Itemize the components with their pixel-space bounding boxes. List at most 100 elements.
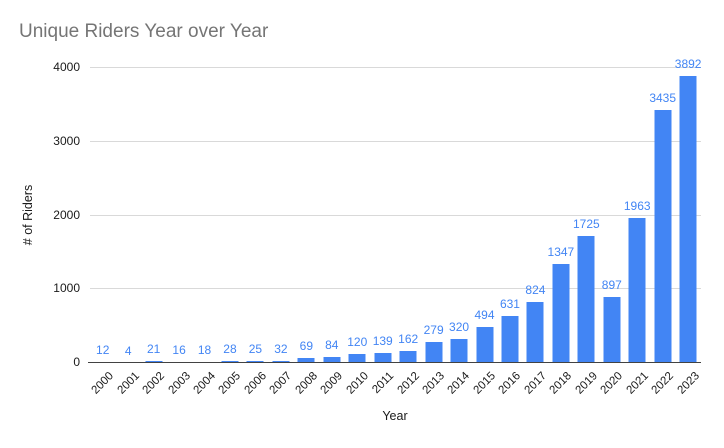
bar-value-label: 320 xyxy=(449,320,470,335)
bar-slot: 139 2011 xyxy=(370,68,396,396)
bar-value-label: 21 xyxy=(146,342,161,357)
bar-slot: 320 2014 xyxy=(446,68,473,397)
x-tick-label: 2009 xyxy=(318,370,346,397)
bar xyxy=(577,235,595,363)
bar-slot: 84 2009 xyxy=(319,68,346,396)
x-tick-label: 2022 xyxy=(649,370,677,397)
bar xyxy=(399,351,417,363)
bar xyxy=(679,75,697,363)
gridline xyxy=(90,140,701,142)
x-tick-label: 2018 xyxy=(547,370,575,397)
bar-value-label: 84 xyxy=(325,337,339,352)
bar-value-label: 279 xyxy=(423,323,444,338)
bar-slot: 12 2000 xyxy=(90,68,117,397)
bar-value-label: 1963 xyxy=(623,199,651,214)
x-tick-label: 2020 xyxy=(598,370,626,397)
bar-value-label: 824 xyxy=(525,283,546,298)
bar-slot: 824 2017 xyxy=(522,68,549,397)
x-tick-label: 2016 xyxy=(496,370,524,397)
bar xyxy=(450,339,468,363)
bar xyxy=(552,263,570,363)
bar-value-label: 12 xyxy=(96,343,110,358)
bar-slot: 69 2008 xyxy=(293,68,320,396)
bar-value-label: 3892 xyxy=(674,56,702,71)
x-tick-label: 2013 xyxy=(420,370,448,397)
bar-value-label: 120 xyxy=(347,335,368,350)
bar-slot: 3892 2023 xyxy=(675,57,702,396)
bar xyxy=(425,342,443,363)
x-tick-label: 2011 xyxy=(370,370,397,396)
x-axis-baseline xyxy=(88,362,701,363)
bar-value-label: 16 xyxy=(172,342,186,357)
x-tick-label: 2012 xyxy=(395,370,422,397)
bar-slot: 279 2013 xyxy=(421,68,448,397)
x-tick-label: 2019 xyxy=(573,370,600,397)
x-tick-label: 2003 xyxy=(165,370,193,397)
bar-value-label: 4 xyxy=(124,343,132,358)
bar-value-label: 1725 xyxy=(572,216,600,231)
bar-slot: 897 2020 xyxy=(599,68,626,396)
bar xyxy=(628,218,646,363)
bar-slot: 1963 2021 xyxy=(623,68,651,397)
bar xyxy=(272,360,290,363)
bar-value-label: 631 xyxy=(499,297,520,312)
bar-value-label: 32 xyxy=(274,341,288,356)
bar-value-label: 69 xyxy=(299,338,314,353)
bar-slot: 4 2001 xyxy=(115,68,142,396)
bar xyxy=(526,302,544,363)
gridline xyxy=(90,214,701,216)
bar-value-label: 162 xyxy=(398,332,419,347)
bar xyxy=(374,352,392,363)
bar xyxy=(323,356,341,363)
bar xyxy=(654,109,672,363)
x-tick-label: 2010 xyxy=(344,370,371,397)
y-tick-label: 0 xyxy=(73,355,80,369)
bar xyxy=(297,357,315,363)
x-tick-label: 2015 xyxy=(471,370,499,397)
x-tick-label: 2008 xyxy=(293,370,320,397)
bar-slot: 28 2005 xyxy=(217,68,244,396)
bar-value-label: 25 xyxy=(248,342,263,357)
bar xyxy=(501,316,519,363)
x-tick-label: 2014 xyxy=(445,370,473,397)
bar-slot: 18 2004 xyxy=(191,68,218,396)
bar-slot: 631 2016 xyxy=(497,68,524,397)
x-tick-label: 2005 xyxy=(216,370,244,397)
bar-value-label: 897 xyxy=(601,277,622,292)
bar-slot: 120 2010 xyxy=(344,68,371,397)
bar xyxy=(348,354,366,363)
bar-slot: 16 2003 xyxy=(166,68,193,396)
bar-slot: 494 2015 xyxy=(471,68,498,397)
y-tick-label: 4000 xyxy=(53,60,80,74)
bar-value-label: 1347 xyxy=(547,244,575,259)
bar-value-label: 3435 xyxy=(649,90,677,105)
bar-value-label: 28 xyxy=(223,341,237,356)
x-axis-title: Year xyxy=(382,409,408,423)
bar-slot: 1725 2019 xyxy=(572,68,600,396)
bar-slot: 162 2012 xyxy=(395,68,422,397)
bar-slot: 3435 2022 xyxy=(649,68,677,396)
chart-title: Unique Riders Year over Year xyxy=(19,21,269,42)
y-axis-tick-labels: 0 1000 2000 3000 4000 xyxy=(0,61,80,369)
y-tick-label: 2000 xyxy=(53,207,80,222)
bar-slot: 32 2007 xyxy=(268,68,295,396)
bar-value-label: 139 xyxy=(372,333,393,348)
x-tick-label: 2004 xyxy=(191,370,219,397)
bar xyxy=(603,296,621,363)
bar-value-label: 494 xyxy=(474,307,495,322)
x-tick-label: 2023 xyxy=(675,370,702,397)
y-tick-label: 3000 xyxy=(53,133,80,148)
gridline xyxy=(90,67,701,68)
bar xyxy=(221,360,239,363)
y-tick-label: 1000 xyxy=(53,281,80,296)
x-tick-label: 2017 xyxy=(522,370,549,397)
x-tick-label: 2006 xyxy=(242,370,269,397)
bar-slot: 21 2002 xyxy=(141,68,168,397)
bar-value-label: 18 xyxy=(197,342,212,357)
x-tick-label: 2002 xyxy=(140,370,168,397)
x-tick-label: 2021 xyxy=(624,370,651,397)
bar-slot: 1347 2018 xyxy=(547,68,575,396)
plot-area: 12 2000 4 2001 21 2002 16 2003 18 2004 28 2005 25 200… xyxy=(88,57,702,397)
bar-slot: 25 2006 xyxy=(242,68,269,397)
